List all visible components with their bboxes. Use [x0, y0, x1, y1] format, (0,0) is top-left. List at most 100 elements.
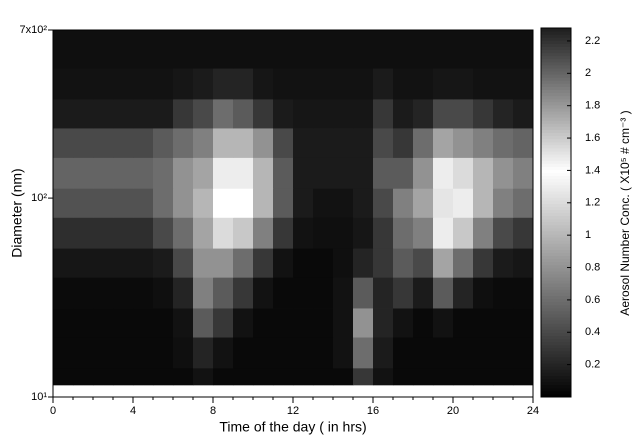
colorbar-segment [541, 40, 571, 44]
heatmap-cell [213, 98, 234, 129]
heatmap-cell [53, 188, 74, 218]
heatmap-cell [373, 68, 394, 100]
heatmap-cell [473, 248, 494, 278]
heatmap-cell [433, 98, 454, 129]
colorbar-segment [541, 92, 571, 97]
colorbar-segment [541, 157, 571, 161]
colorbar-frame [540, 27, 572, 398]
heatmap-cell [373, 337, 394, 369]
x-tick-label: 12 [287, 405, 299, 417]
heatmap-cell [273, 217, 294, 249]
heatmap-cell [233, 277, 254, 309]
heatmap-cell [213, 248, 234, 278]
heatmap-cell [433, 277, 454, 309]
colorbar-segment [541, 283, 571, 287]
heatmap-cell [473, 157, 494, 189]
heatmap-cell [133, 277, 154, 309]
y-tick-label: 10¹ [31, 391, 47, 403]
heatmap-cell [273, 248, 294, 278]
heatmap-cell [173, 248, 194, 278]
heatmap-cell [513, 277, 534, 309]
heatmap-cell [293, 217, 314, 249]
heatmap-cell [293, 337, 314, 369]
colorbar-segment [541, 387, 571, 392]
colorbar-segment [541, 310, 571, 315]
heatmap-cell [173, 98, 194, 129]
heatmap-cell [133, 217, 154, 249]
colorbar-segment [541, 126, 571, 130]
heatmap-cell [293, 98, 314, 129]
colorbar-segment [541, 61, 571, 66]
heatmap-cell [393, 98, 414, 129]
colorbar-segment [541, 298, 571, 303]
heatmap-cell [473, 188, 494, 218]
heatmap-cell [393, 68, 414, 100]
heatmap-cell [433, 367, 454, 386]
heatmap-cell [433, 217, 454, 249]
heatmap-cell [473, 128, 494, 158]
colorbar-segment [541, 52, 571, 57]
colorbar-segment [541, 34, 571, 38]
heatmap-cell [93, 188, 114, 218]
heatmap-cell [513, 128, 534, 158]
heatmap-cell [353, 98, 374, 129]
colorbar-tick-label: 1 [585, 229, 591, 241]
colorbar-segment [541, 58, 571, 63]
heatmap-cell [173, 367, 194, 386]
heatmap-cell [113, 277, 134, 309]
colorbar-segment [541, 234, 571, 238]
heatmap-cell [73, 367, 94, 386]
heatmap-cell [253, 308, 274, 338]
colorbar-segment [541, 144, 571, 149]
heatmap-cell [513, 337, 534, 369]
heatmap-cell [313, 308, 334, 338]
x-tick-label: 24 [527, 405, 539, 417]
heatmap-cell [393, 337, 414, 369]
heatmap-cell [113, 337, 134, 369]
colorbar-segment [541, 243, 571, 247]
heatmap-cell [313, 217, 334, 249]
heatmap-cell [73, 98, 94, 129]
colorbar-segment [541, 375, 571, 380]
x-axis-label: Time of the day ( in hrs) [219, 419, 366, 435]
heatmap-cell [233, 30, 254, 69]
colorbar-segment [541, 329, 571, 333]
heatmap-cell [493, 157, 514, 189]
colorbar-segment [541, 206, 571, 210]
heatmap-cell [493, 248, 514, 278]
colorbar-tick-label: 2.2 [585, 35, 600, 47]
heatmap-cell [73, 30, 94, 69]
colorbar-segment [541, 360, 571, 364]
heatmap-cell [93, 367, 114, 386]
heatmap-cell [313, 98, 334, 129]
heatmap-cell [153, 367, 174, 386]
heatmap-cell [453, 248, 474, 278]
heatmap-cell [53, 367, 74, 386]
x-tick-label: 8 [210, 405, 216, 417]
heatmap-cell [273, 30, 294, 69]
heatmap-cell [233, 68, 254, 100]
heatmap-cell [433, 308, 454, 338]
heatmap-cell [513, 188, 534, 218]
heatmap-cell [53, 248, 74, 278]
colorbar-segment [541, 338, 571, 343]
colorbar-tick-label: 1.6 [585, 132, 600, 144]
colorbar-segment [541, 132, 571, 137]
heatmap-cell [113, 367, 134, 386]
heatmap-cell [393, 157, 414, 189]
x-tick-label: 20 [447, 405, 459, 417]
heatmap-cell [73, 157, 94, 189]
colorbar-segment [541, 151, 571, 155]
colorbar-segment [541, 366, 571, 370]
colorbar-tick-label: 2 [585, 67, 591, 79]
colorbar-segment [541, 89, 571, 94]
heatmap-cell [373, 157, 394, 189]
heatmap-cell [193, 248, 214, 278]
heatmap-cell [493, 367, 514, 386]
heatmap-cell [273, 367, 294, 386]
heatmap-cell [493, 217, 514, 249]
heatmap-cell [413, 337, 434, 369]
colorbar-segment [541, 80, 571, 84]
heatmap-cell [273, 337, 294, 369]
heatmap-cell [293, 367, 314, 386]
